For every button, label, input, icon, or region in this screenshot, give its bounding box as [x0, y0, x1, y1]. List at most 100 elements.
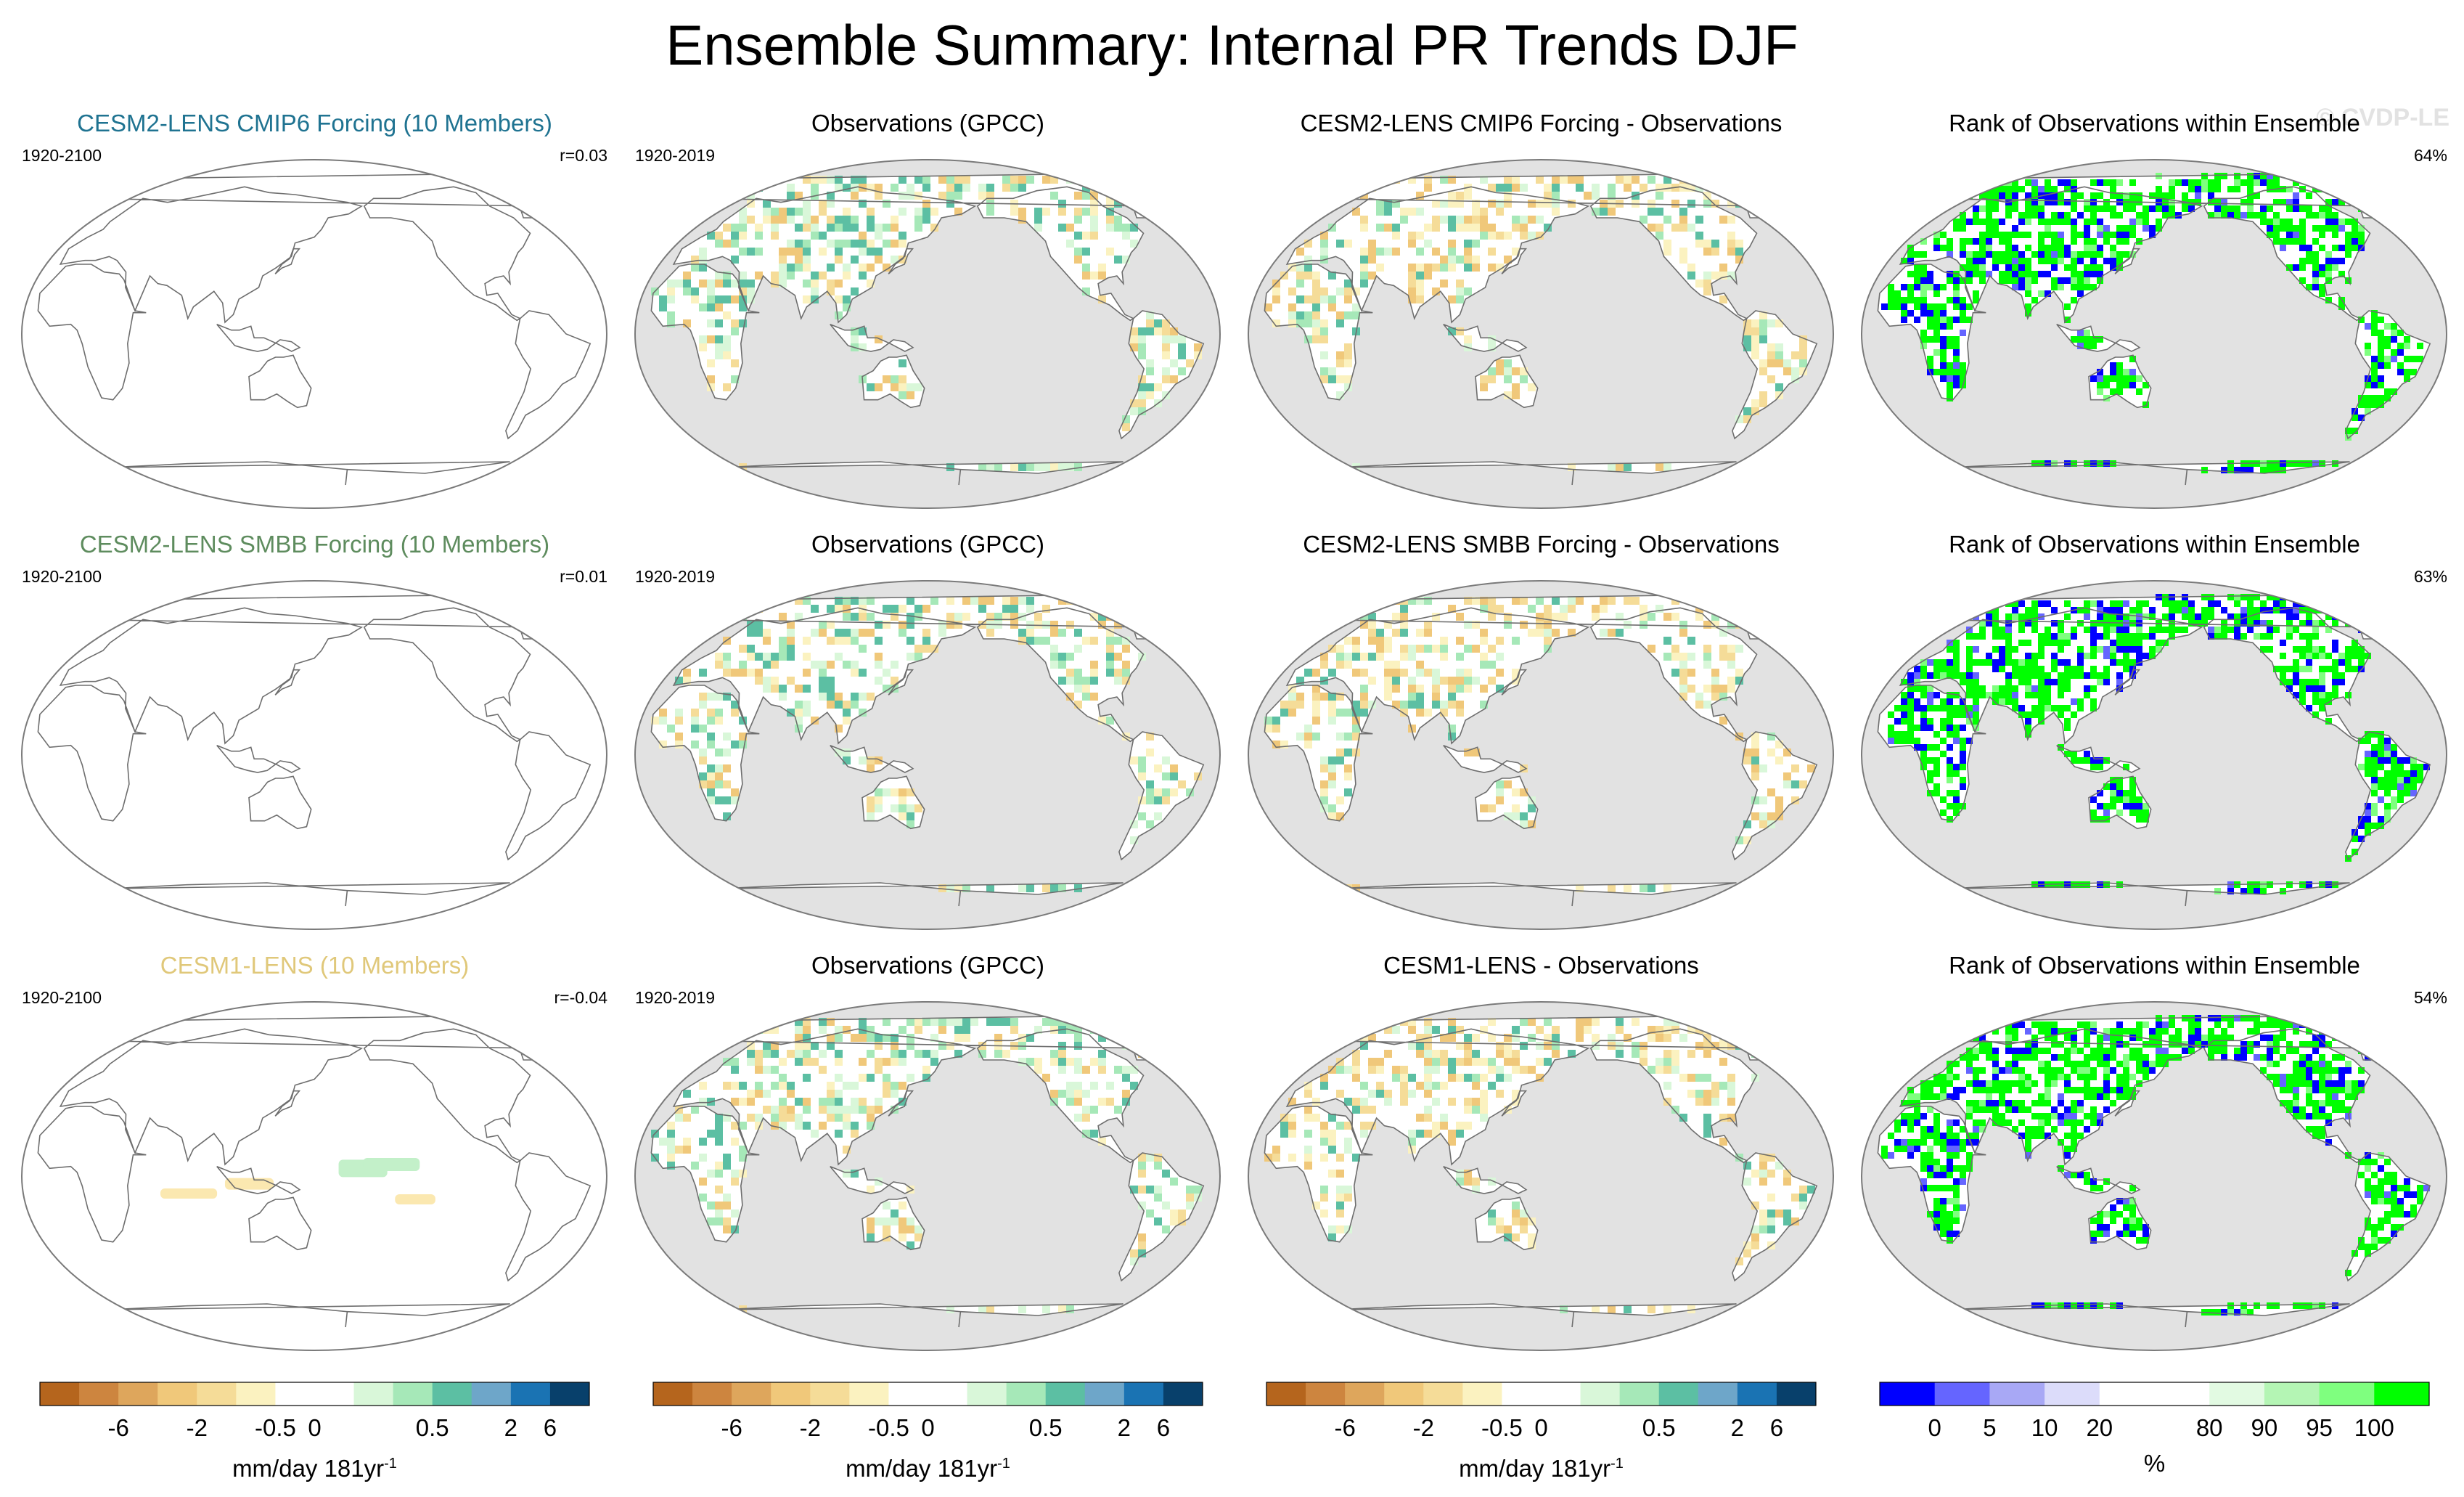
grid-cell	[1042, 637, 1050, 645]
grid-cell	[1940, 809, 1947, 816]
grid-cell	[2097, 1035, 2103, 1041]
globe-outline	[634, 1001, 1221, 1351]
grid-cell	[2142, 1231, 2149, 1237]
grid-cell	[851, 287, 859, 295]
grid-cell	[2097, 179, 2103, 186]
grid-cell	[1162, 1170, 1170, 1178]
grid-cell	[1528, 1066, 1536, 1074]
grid-cell	[1751, 764, 1759, 772]
grid-cell	[803, 280, 811, 287]
grid-cell	[1947, 297, 1953, 303]
grid-cell	[731, 319, 739, 327]
grid-cell	[2071, 271, 2077, 277]
grid-cell	[2306, 640, 2312, 646]
rank-map	[1861, 580, 2447, 930]
grid-cell	[675, 280, 683, 287]
grid-cell	[2247, 627, 2254, 633]
grid-cell	[875, 637, 883, 645]
grid-cell	[1464, 216, 1472, 224]
grid-cell	[2221, 1028, 2227, 1035]
grid-cell	[2031, 1080, 2038, 1087]
grid-cell	[1344, 351, 1352, 359]
grid-cell	[1448, 701, 1456, 709]
grid-cell	[1416, 1034, 1424, 1042]
grid-cell	[2201, 607, 2208, 613]
grid-cell	[1344, 1146, 1352, 1154]
grid-cell	[1992, 225, 1999, 232]
grid-cell	[1920, 725, 1927, 731]
grid-cell	[1336, 733, 1344, 741]
grid-cell	[1791, 375, 1799, 383]
grid-cell	[2038, 290, 2045, 297]
grid-cell	[1456, 287, 1464, 295]
grid-cell	[707, 733, 715, 741]
grid-cell	[1703, 1074, 1711, 1082]
panel-title: CESM2-LENS CMIP6 Forcing (10 Members)	[77, 110, 552, 136]
grid-cell	[2018, 251, 2025, 258]
grid-cell	[1352, 287, 1360, 295]
grid-cell	[1953, 1146, 1960, 1152]
grid-cell	[906, 1018, 914, 1026]
grid-cell	[1114, 200, 1122, 208]
grid-cell	[755, 653, 763, 661]
grid-cell	[2012, 1100, 2018, 1106]
grid-cell	[1973, 1048, 1979, 1054]
grid-cell	[2273, 1061, 2280, 1067]
grid-cell	[2169, 1054, 2175, 1061]
grid-cell	[1464, 287, 1472, 295]
grid-cell	[2136, 600, 2142, 607]
grid-cell	[2162, 1048, 2169, 1054]
grid-cell	[1914, 1100, 1920, 1106]
grid-cell	[1648, 176, 1655, 184]
grid-cell	[859, 1106, 867, 1114]
grid-cell	[2365, 829, 2371, 836]
colorbar-swatch	[1737, 1382, 1777, 1406]
grid-cell	[875, 804, 883, 812]
grid-cell	[851, 192, 859, 200]
grid-cell	[2378, 356, 2384, 362]
grid-cell	[946, 884, 954, 892]
grid-cell	[2071, 219, 2077, 225]
grid-cell	[2038, 1119, 2045, 1126]
grid-cell	[851, 597, 859, 605]
grid-cell	[1408, 264, 1416, 272]
grid-cell	[986, 629, 994, 637]
grid-cell	[2142, 653, 2149, 659]
grid-cell	[787, 709, 795, 717]
grid-cell	[1624, 1034, 1632, 1042]
grid-cell	[747, 669, 755, 677]
grid-cell	[1296, 693, 1304, 701]
grid-cell	[2038, 640, 2045, 646]
grid-cell	[707, 287, 715, 295]
grid-cell	[1456, 224, 1464, 232]
grid-cell	[2110, 1087, 2116, 1093]
grid-cell	[1953, 317, 1960, 323]
grid-cell	[1082, 176, 1090, 184]
grid-cell	[2090, 1048, 2097, 1054]
grid-cell	[2312, 258, 2319, 264]
grid-cell	[2299, 653, 2306, 659]
grid-cell	[1480, 1074, 1488, 1082]
grid-cell	[883, 669, 891, 677]
grid-cell	[2299, 1015, 2306, 1021]
grid-cell	[2306, 284, 2312, 290]
grid-cell	[1947, 1133, 1953, 1139]
grid-cell	[1947, 764, 1953, 770]
grid-cell	[1933, 310, 1940, 317]
grid-cell	[835, 1058, 843, 1066]
grid-cell	[1703, 248, 1711, 256]
grid-cell	[2116, 192, 2123, 199]
grid-cell	[1050, 653, 1058, 661]
grid-cell	[922, 629, 930, 637]
grid-cell	[2156, 640, 2162, 646]
grid-cell	[1440, 653, 1448, 661]
grid-cell	[1042, 1305, 1050, 1313]
grid-cell	[2286, 679, 2293, 685]
grid-cell	[2175, 627, 2182, 633]
grid-cell	[1592, 1018, 1600, 1026]
grid-cell	[2012, 258, 2018, 264]
grid-cell	[1050, 1026, 1058, 1034]
grid-cell	[1711, 1082, 1719, 1090]
grid-cell	[2084, 277, 2090, 284]
grid-cell	[1703, 287, 1711, 295]
